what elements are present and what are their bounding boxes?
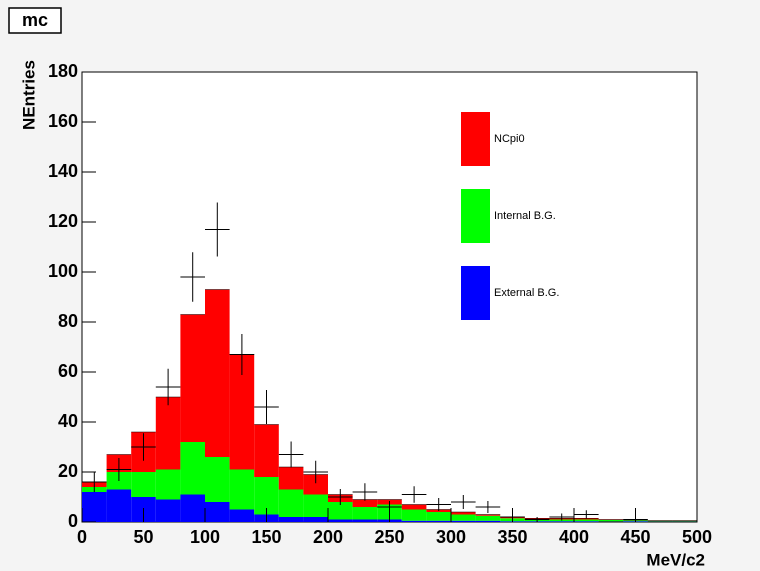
chart-title: mc: [22, 10, 48, 30]
y-tick-label: 20: [58, 461, 78, 481]
title-box: [8, 7, 62, 34]
bar-segment: [475, 515, 501, 521]
x-tick-label: 350: [497, 527, 527, 547]
bar-segment: [451, 514, 476, 521]
y-tick-label: 80: [58, 311, 78, 331]
bar-segment: [451, 512, 476, 515]
x-tick-label: 50: [133, 527, 153, 547]
x-tick-label: 250: [374, 527, 404, 547]
legend-swatch: [461, 189, 490, 243]
bar-segment: [278, 517, 304, 522]
y-tick-label: 140: [48, 161, 78, 181]
bar-segment: [155, 469, 181, 500]
legend-swatch: [461, 112, 490, 166]
bar-segment: [549, 521, 574, 522]
bar-segment: [426, 520, 451, 522]
x-tick-label: 0: [77, 527, 87, 547]
bar-segment: [205, 457, 230, 502]
bar-segment: [574, 521, 599, 522]
bar-segment: [328, 519, 353, 522]
x-tick-label: 100: [190, 527, 220, 547]
x-axis-label: MeV/c2: [646, 550, 705, 569]
bar-segment: [426, 512, 451, 521]
x-tick-label: 200: [313, 527, 343, 547]
bar-segment: [352, 499, 378, 507]
bar-segment: [303, 494, 328, 517]
bar-segment: [155, 397, 181, 470]
bar-segment: [475, 520, 501, 522]
legend-label: External B.G.: [494, 287, 559, 299]
legend-label: NCpi0: [494, 133, 525, 145]
bar-segment: [401, 504, 427, 510]
legend-label: Internal B.G.: [494, 210, 556, 222]
bar-segment: [574, 519, 599, 522]
y-tick-label: 0: [68, 511, 78, 531]
x-tick-label: 450: [620, 527, 650, 547]
y-tick-label: 120: [48, 211, 78, 231]
bar-segment: [180, 442, 205, 495]
x-tick-label: 150: [251, 527, 281, 547]
bar-segment: [155, 499, 181, 522]
y-axis-label: NEntries: [19, 60, 38, 130]
bar-segment: [205, 289, 230, 457]
bar-segment: [303, 474, 328, 495]
bar-segment: [352, 519, 378, 522]
legend-swatch: [461, 266, 490, 320]
bar-segment: [451, 520, 476, 522]
bar-segment: [328, 502, 353, 520]
bar-segment: [401, 509, 427, 521]
bar-segment: [598, 520, 624, 522]
bar-segment: [229, 469, 255, 510]
y-tick-label: 160: [48, 111, 78, 131]
bar-segment: [401, 520, 427, 522]
bar-segment: [647, 520, 673, 522]
bar-segment: [278, 467, 304, 490]
bar-segment: [303, 517, 328, 522]
y-tick-label: 180: [48, 61, 78, 81]
bar-segment: [278, 489, 304, 517]
bar-segment: [131, 472, 156, 497]
y-tick-label: 60: [58, 361, 78, 381]
y-tick-label: 40: [58, 411, 78, 431]
bar-segment: [672, 520, 697, 522]
x-tick-label: 400: [559, 527, 589, 547]
bar-segment: [205, 502, 230, 522]
bar-segment: [180, 314, 205, 442]
y-tick-label: 100: [48, 261, 78, 281]
bar-segment: [352, 507, 378, 520]
bar-segment: [229, 509, 255, 522]
bar-segment: [254, 424, 279, 477]
bar-segment: [475, 514, 501, 516]
x-tick-label: 300: [436, 527, 466, 547]
bar-segment: [82, 492, 107, 522]
bar-segment: [180, 494, 205, 522]
x-tick-label: 500: [682, 527, 712, 547]
bar-segment: [106, 489, 132, 522]
bar-segment: [574, 518, 599, 520]
